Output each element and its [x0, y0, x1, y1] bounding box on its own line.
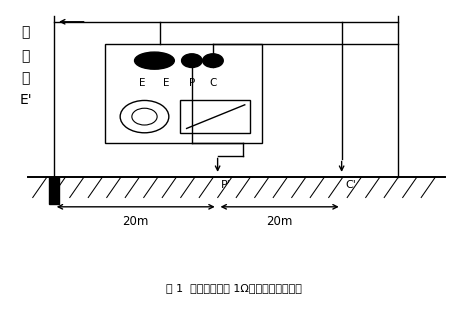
Text: 物: 物: [22, 71, 30, 85]
Circle shape: [182, 54, 202, 67]
Text: E: E: [139, 78, 146, 88]
Circle shape: [120, 100, 169, 133]
Ellipse shape: [134, 52, 174, 69]
Circle shape: [203, 54, 223, 67]
Text: E: E: [163, 78, 169, 88]
Bar: [105, 44, 262, 143]
Bar: [49, 177, 59, 204]
Text: 20m: 20m: [266, 215, 293, 228]
Text: 20m: 20m: [123, 215, 149, 228]
Text: P: P: [189, 78, 195, 88]
Text: C: C: [209, 78, 217, 88]
Text: 被: 被: [22, 26, 30, 40]
Bar: [180, 100, 250, 133]
Circle shape: [132, 108, 157, 125]
Text: 测: 测: [22, 49, 30, 63]
Text: 图 1  测量大于等于 1Ω接地电阻时接线图: 图 1 测量大于等于 1Ω接地电阻时接线图: [166, 283, 302, 293]
Text: P': P': [221, 180, 231, 190]
Text: C': C': [345, 180, 356, 190]
Text: E': E': [20, 93, 32, 107]
